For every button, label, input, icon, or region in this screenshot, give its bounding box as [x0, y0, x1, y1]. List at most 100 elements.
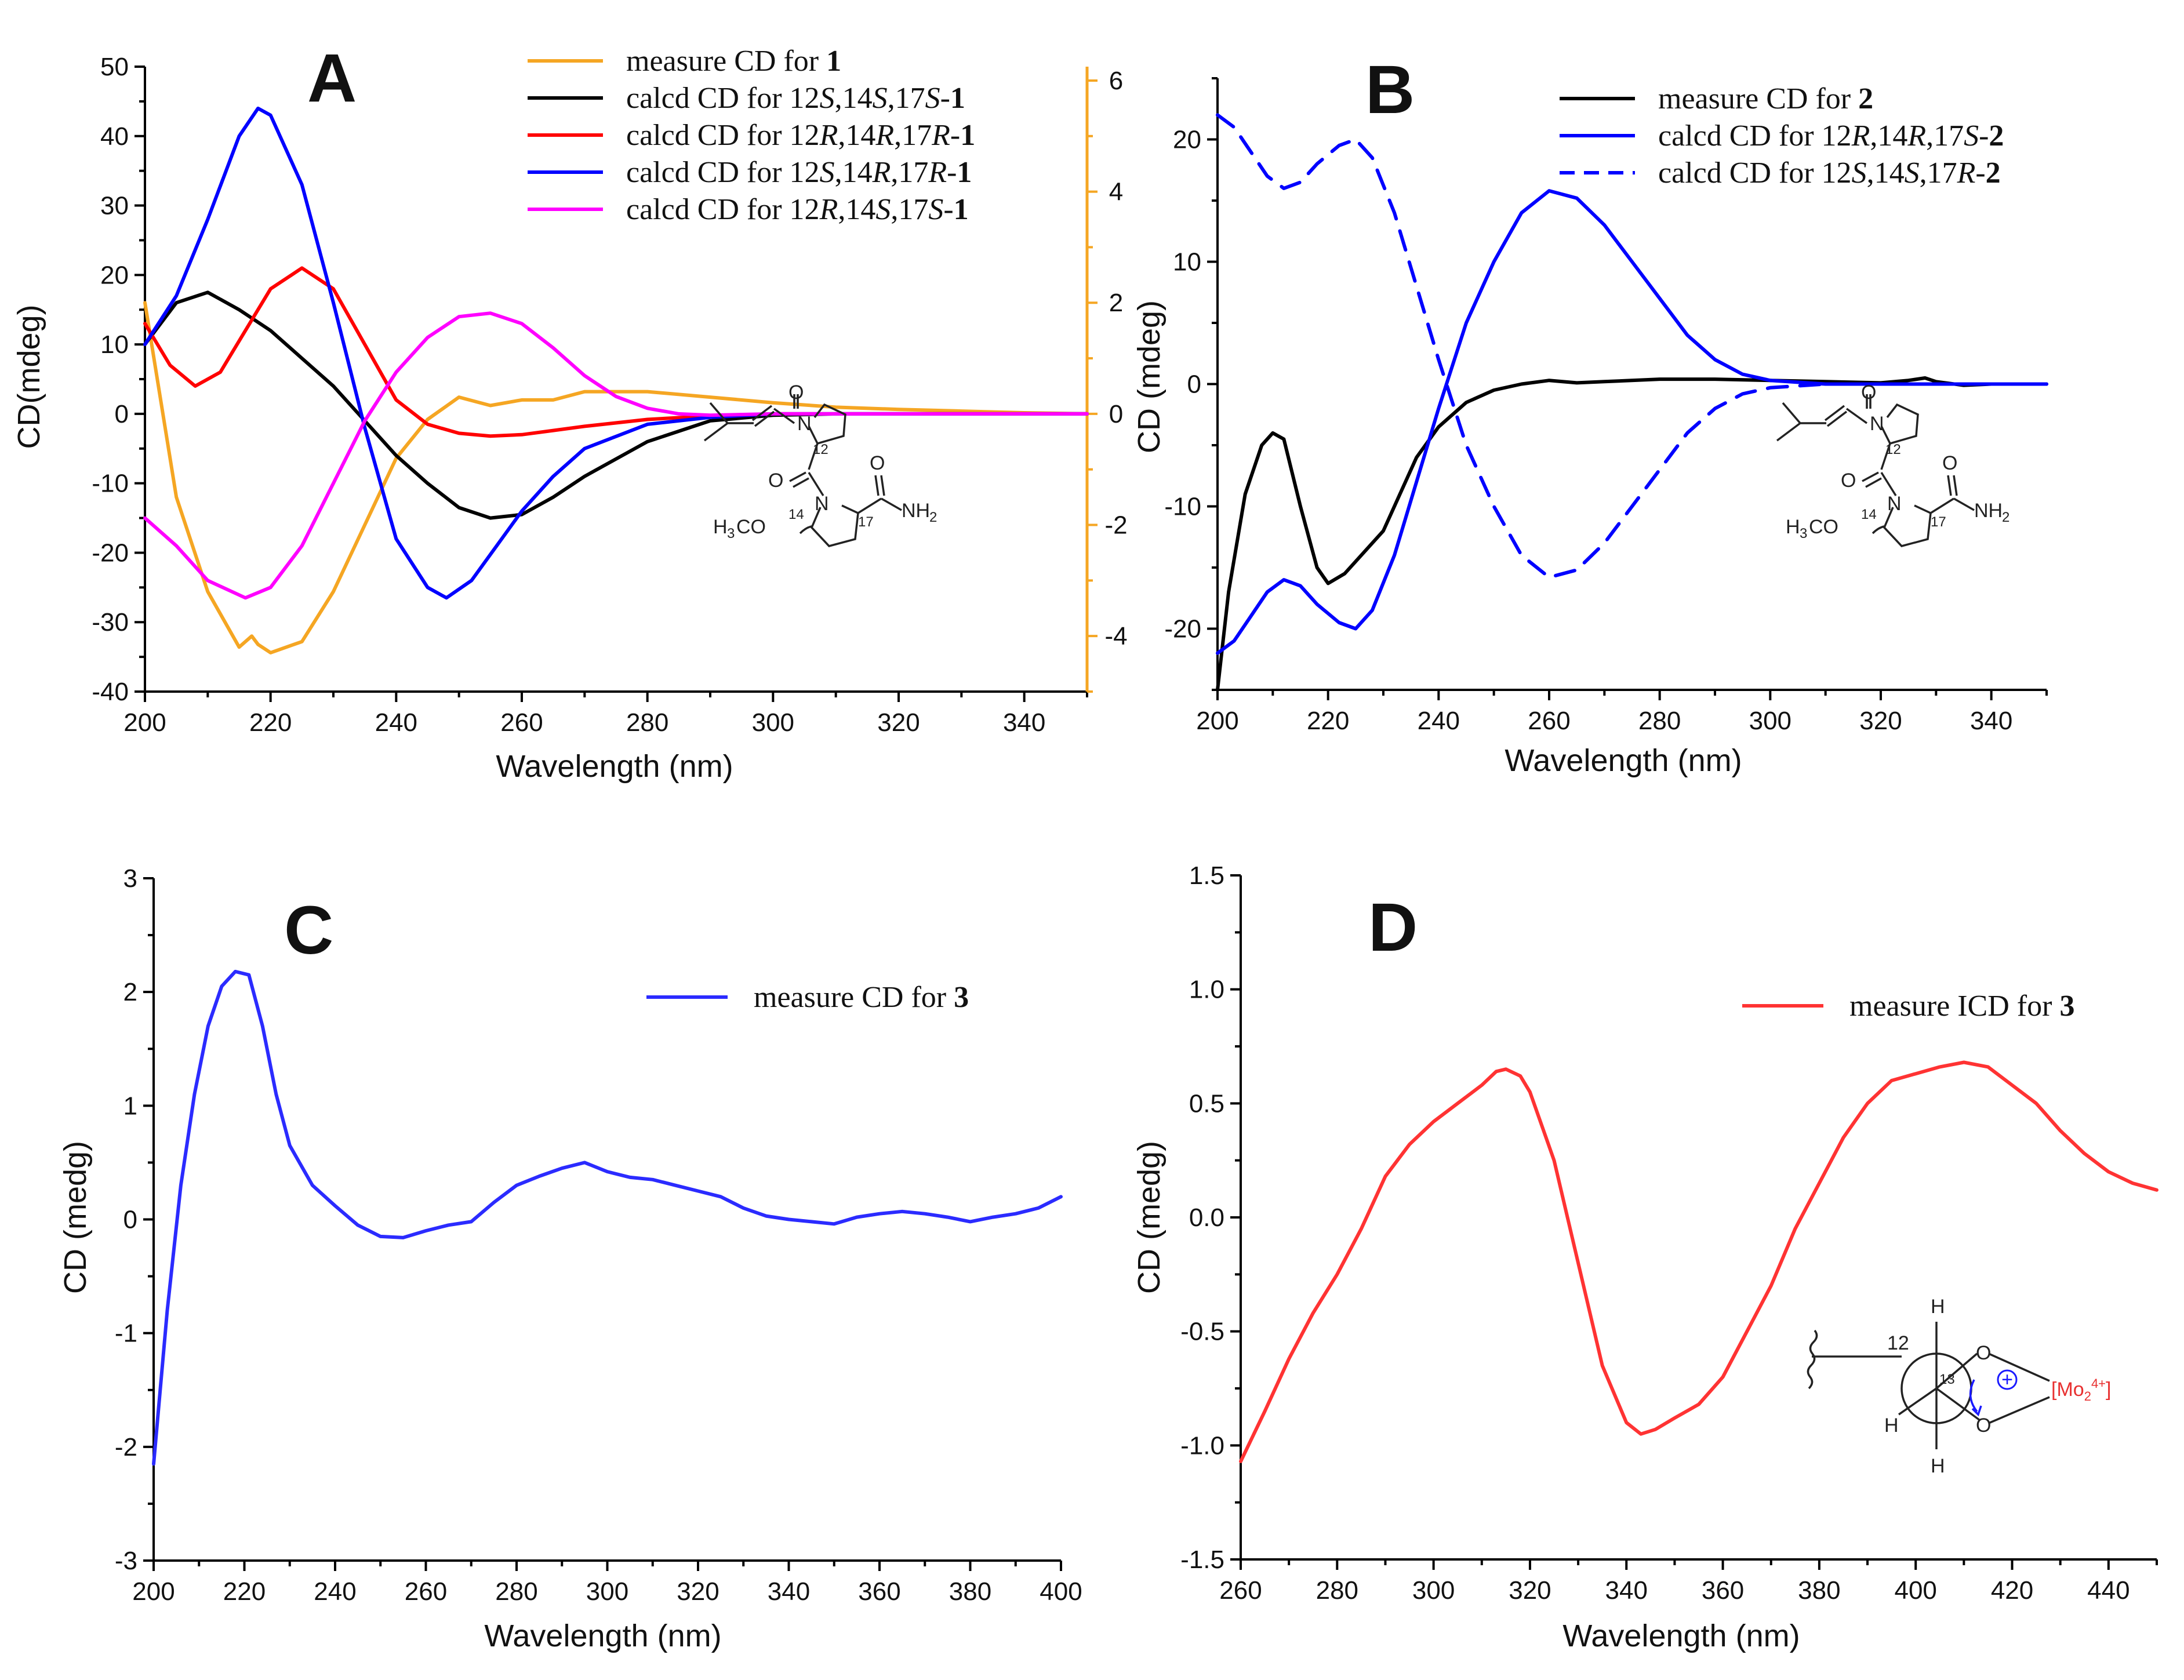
x-tick-label: 280: [1316, 1576, 1358, 1605]
legend-entry-part: 1: [960, 119, 975, 152]
y-tick-label: 20: [100, 261, 129, 289]
panel-a-y-title: CD(mdeg): [12, 304, 46, 449]
panel-d-x-title: Wavelength (nm): [1562, 1619, 1800, 1653]
legend-entry-part: calcd CD for 12: [626, 193, 820, 226]
legend-entry-part: ,14: [838, 119, 875, 152]
x-tick-label: 280: [1638, 707, 1681, 735]
atom-label-17: 17: [858, 514, 874, 530]
legend-entry-part: ,14: [835, 82, 873, 115]
atom-h3co-h: H: [713, 516, 728, 538]
atom-n2: N: [1887, 493, 1902, 515]
panel-d-y-ticks: -1.5 -1.0 -0.5 0.0 0.5 1.0 1.5: [1180, 861, 1241, 1574]
atom-o2: O: [768, 470, 783, 492]
legend-entry: calcd CD for 12S,14S,17S-1: [626, 82, 965, 115]
y-tick-label: -40: [92, 678, 129, 706]
y2-tick-label: 0: [1109, 400, 1123, 428]
legend-entry-part: calcd CD for 12: [626, 119, 820, 152]
legend-entry-part: ,14: [835, 156, 873, 189]
x-tick-label: 340: [1970, 707, 2012, 735]
atom-h3co-h: H: [1786, 516, 1800, 538]
y-tick-label: -1.5: [1180, 1546, 1224, 1574]
legend-entry-part: R: [819, 119, 838, 152]
x-tick-label: 260: [500, 708, 543, 737]
panel-d-legend: measure ICD for 3: [1742, 990, 2074, 1023]
legend-entry-part: S: [873, 82, 888, 115]
y2-tick-label: 4: [1109, 178, 1123, 206]
legend-entry: calcd CD for 12R,14R,17R-1: [626, 119, 975, 152]
series-line-b-2: [1216, 113, 2048, 579]
structure-2: O N 12 O O N NH 2 H 3 CO 14 17: [1776, 381, 2009, 547]
panel-a-plot-area: [143, 106, 1089, 654]
y-tick-label: 1: [123, 1092, 137, 1120]
y-tick-label: 0: [115, 400, 129, 428]
x-tick-label: 320: [877, 708, 920, 737]
x-tick-label: 300: [586, 1577, 628, 1606]
atom-label-17: 17: [1931, 514, 1946, 530]
x-tick-label: 300: [1412, 1576, 1455, 1605]
panel-b-plot-area: [1216, 113, 2048, 692]
legend-entry-part: 3: [954, 981, 969, 1014]
legend-entry: calcd CD for 12S,14R,17R-1: [626, 156, 972, 189]
y2-tick-label: -4: [1104, 622, 1127, 650]
series-line-b-0: [1216, 376, 2048, 692]
y-tick-label: 2: [123, 978, 137, 1006]
atom-h3co-co: CO: [736, 516, 766, 538]
panel-b-label: B: [1365, 52, 1415, 128]
panel-b-y-ticks: -20 -10 0 10 20: [1164, 77, 1218, 691]
positive-charge: +: [2001, 1369, 2013, 1391]
y-tick-label: 3: [123, 864, 137, 893]
legend-entry-part: R: [931, 119, 950, 152]
panel-a-x-ticks: 200 220 240 260 280 300 320 340: [123, 692, 1088, 737]
x-tick-label: 320: [1859, 707, 1902, 735]
structure-1: O N 12 O O N NH 2 H 3 CO 14 17: [703, 381, 937, 547]
atom-nh: NH: [1974, 500, 2003, 522]
legend-entry-part: ,17: [888, 82, 925, 115]
legend-entry-part: S: [1852, 157, 1867, 190]
atom-label-12: 12: [1885, 442, 1901, 457]
x-tick-label: 220: [249, 708, 292, 737]
newman-projection: + 12 H H H 13 O O [Mo24+]: [1807, 1296, 2111, 1477]
series-line-a-2: [143, 266, 1089, 438]
atom-o1: O: [788, 381, 804, 403]
y-tick-label: 40: [100, 122, 129, 151]
panel-b-y-title: CD (mdeg): [1132, 300, 1167, 453]
legend-entry: measure ICD for 3: [1849, 990, 2074, 1023]
legend-entry-part: ,14: [1867, 157, 1905, 190]
legend-entry-part: -: [1975, 157, 1985, 190]
atom-o3: O: [1942, 452, 1957, 474]
legend-entry-part: ,17: [1920, 157, 1957, 190]
legend-entry-part: ,17: [1926, 119, 1964, 152]
legend-entry-part: 2: [1989, 119, 2004, 152]
panel-d-y-title: CD (medg): [1132, 1141, 1167, 1294]
panel-c-y-title: CD (medg): [58, 1141, 93, 1294]
atom-n1: N: [797, 413, 812, 435]
y-tick-label: 10: [1173, 248, 1201, 277]
legend-entry-part: measure CD for: [626, 45, 826, 78]
newman-label-12: 12: [1887, 1332, 1909, 1354]
legend-entry-part: R: [1851, 119, 1870, 152]
panel-a-y-ticks: -40 -30 -20 -10 0 10 20 30 40 50: [92, 53, 145, 706]
legend-entry: measure CD for 3: [754, 981, 969, 1014]
legend-entry-part: measure ICD for: [1849, 990, 2059, 1023]
atom-label-14: 14: [788, 507, 804, 522]
y-tick-label: 0: [1187, 370, 1201, 399]
y-tick-label: -20: [92, 539, 129, 567]
legend-entry-part: R: [875, 119, 894, 152]
legend-entry-part: R: [872, 156, 891, 189]
legend-entry-part: R: [1907, 119, 1926, 152]
legend-entry-part: -: [1979, 119, 1989, 152]
y2-tick-label: -2: [1104, 511, 1127, 540]
series-line-a-4: [143, 311, 1089, 600]
x-tick-label: 200: [123, 708, 166, 737]
panel-b-x-ticks: 200 220 240 260 280 300 320 340: [1196, 690, 2048, 735]
series-line-c-0: [152, 969, 1063, 1466]
legend-entry: calcd CD for 12R,14R,17S-2: [1658, 119, 2004, 152]
legend-entry-part: calcd CD for 12: [1658, 157, 1852, 190]
y-tick-label: -20: [1164, 615, 1201, 643]
atom-o3: O: [870, 452, 885, 474]
legend-entry-part: measure CD for: [754, 981, 954, 1014]
legend-entry-part: S: [928, 193, 943, 226]
legend-entry-part: -: [943, 193, 953, 226]
y-tick-label: 30: [100, 192, 129, 220]
y-tick-label: 10: [100, 330, 129, 359]
